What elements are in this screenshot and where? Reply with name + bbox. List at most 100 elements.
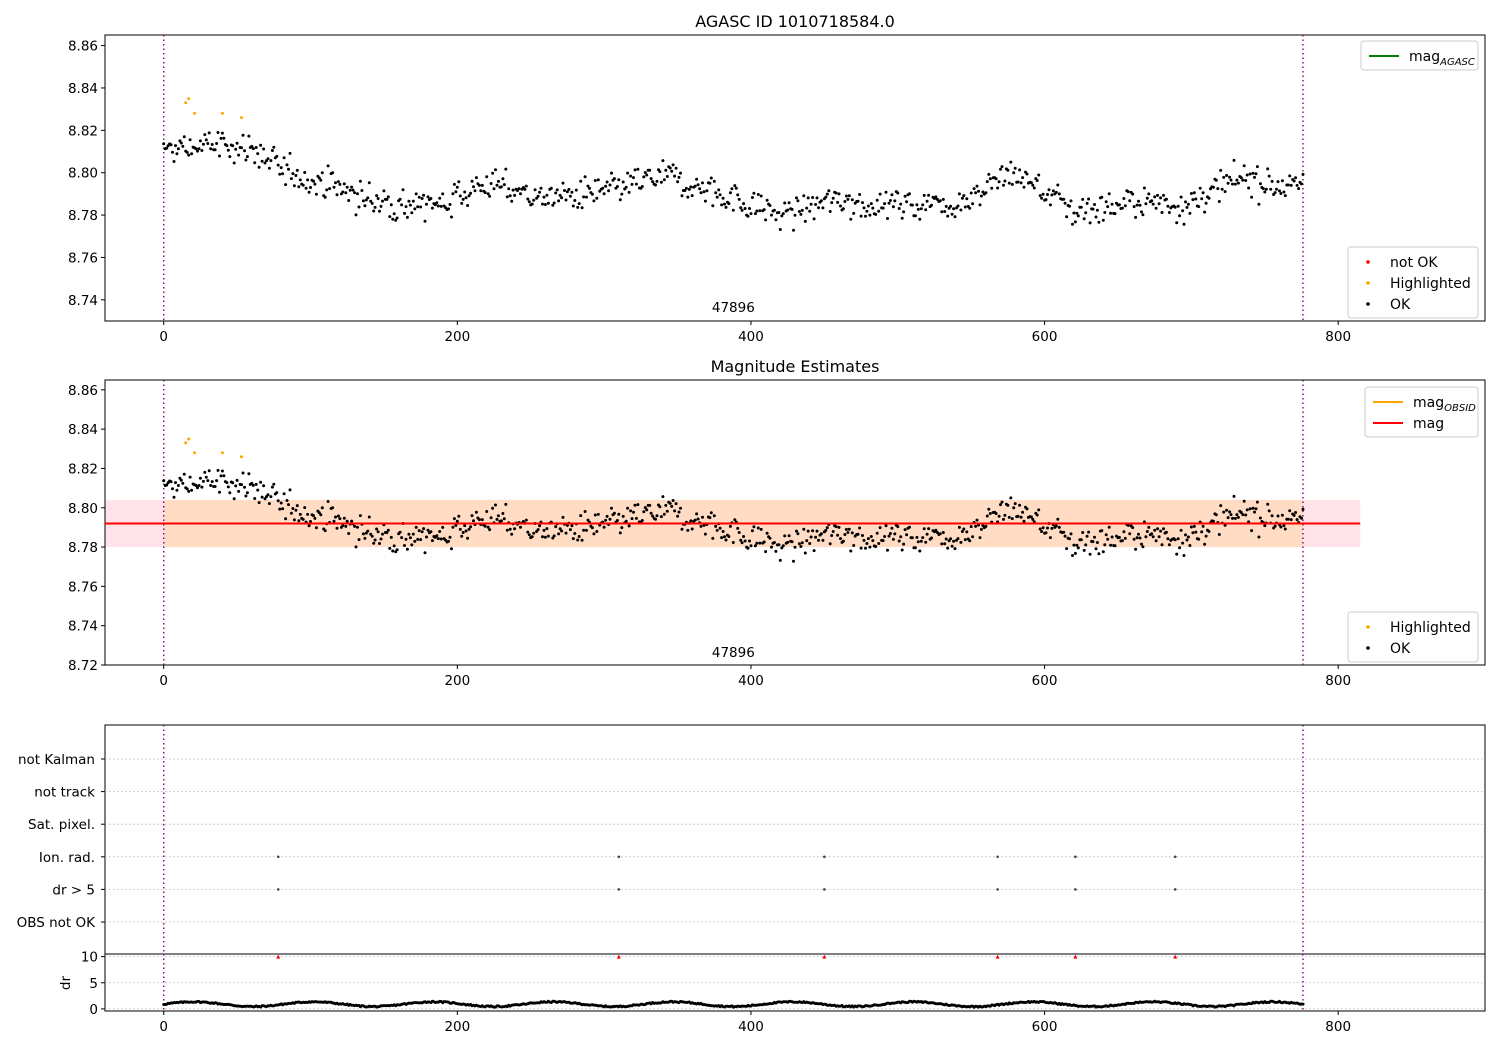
panel1-ok-point [1191,198,1195,202]
panel2-ok-point [859,546,863,550]
panel1-ok-point [341,190,345,194]
panel2-x-tick-label: 600 [1032,673,1058,689]
panel2-ok-point [1016,514,1020,518]
panel2-ok-point [662,512,666,516]
panel3-flag-point [1173,888,1177,891]
panel1-ok-point [162,142,166,146]
panel2-ok-point [927,527,931,531]
panel1-ok-point [977,189,980,193]
panel1-ok-point [696,183,700,187]
panel2-ok-point [1222,510,1226,514]
panel2-ok-point [1201,524,1205,528]
panel2-ok-point [1107,525,1111,529]
panel1-agasc-plot: 0 200 400 600 800 8.74 8.76 8.78 8.80 8.82 8.84 8.8… [68,34,1486,345]
panel2-ok-point [908,525,911,529]
panel1-ok-point [1081,197,1085,201]
panel1-ok-point [320,171,324,175]
panel1-ok-point [1167,211,1171,214]
panel1-ok-point [972,187,976,191]
panel1-ok-point [197,147,201,151]
panel2-ok-point [219,474,223,478]
panel2-ok-point [670,504,674,508]
panel2-ok-point [216,468,220,472]
panel1-ok-point [241,133,245,137]
panel1-ok-point [979,194,983,198]
panel1-bottom-legend-dot-marker [1366,281,1370,285]
panel1-ok-point [655,179,659,183]
panel2-ok-point [1037,508,1041,512]
panel1-ok-point [495,183,499,187]
panel1-ok-point [736,193,740,197]
panel1-ok-point [1159,196,1163,200]
panel1-ok-point [1219,168,1223,172]
panel2-ok-point [728,524,732,528]
panel2-ok-point [496,514,500,518]
panel2-ok-point [510,532,514,536]
panel2-ok-point [285,499,289,502]
panel2-ok-point [869,535,873,538]
panel1-ok-point [1201,191,1205,195]
panel2-ok-point [759,527,763,531]
panel2-ok-point [187,489,191,493]
panel1-ok-point [620,192,624,196]
panel2-ok-point [174,481,177,485]
panel1-ok-point [510,199,514,203]
panel1-ok-point [705,189,709,193]
panel2-ok-point [467,527,471,531]
panel2-y-tick-label: 8.78 [68,540,98,556]
panel2-ok-point [1140,542,1143,546]
panel2-ok-point [979,527,983,531]
panel2-ok-point [643,506,647,510]
panel2-highlighted-point [240,455,243,459]
panel2-ok-point [1231,516,1234,520]
panel2-ok-point [466,536,470,540]
panel1-ok-point [774,218,778,222]
panel1-ok-point [1164,197,1168,201]
panel2-ok-point [743,539,747,543]
panel2-ok-point [636,503,640,507]
panel1-ok-point [400,203,404,207]
panel1-ok-point [489,182,493,185]
panel1-ok-point [680,194,684,198]
panel1-ok-point [282,156,286,160]
panel1-ok-point [1207,196,1211,200]
panel2-ok-point [659,515,663,519]
panel1-ok-point [903,194,907,198]
panel2-ok-point [893,532,897,536]
panel1-ok-point [985,180,989,184]
panel1-ok-point [357,205,361,209]
panel2-ok-point [756,526,760,530]
panel2-ok-point [1079,538,1083,542]
panel1-ok-point [734,186,738,190]
panel2-ok-point [703,532,707,536]
panel2-ok-point [477,518,481,522]
panel1-ok-point [1131,192,1135,196]
panel1-ok-point [473,189,477,193]
panel1-ok-point [956,204,960,208]
panel1-ok-point [1051,189,1055,193]
panel2-ok-point [632,510,635,514]
panel1-ok-point [887,201,891,205]
panel1-ok-point [210,143,214,146]
panel1-ok-point [916,207,920,211]
panel1-top-legend-label: magAGASC [1409,49,1475,68]
panel1-ok-point [1153,195,1157,199]
panel1-ok-point [715,195,719,199]
panel4-y-tick-label: 10 [81,950,98,966]
panel2-ok-point [693,518,697,522]
panel3-flag-point [617,888,621,891]
panel1-ok-point [405,215,409,219]
panel2-ok-point [436,537,440,541]
panel2-ok-point [558,527,562,531]
panel1-ok-point [407,199,411,203]
panel1-ok-point [770,213,773,217]
panel2-top-legend-box [1364,386,1479,438]
panel1-bottom-legend-label: Highlighted [1390,276,1471,292]
panel2-ok-point [314,526,318,530]
panel2-ok-point [542,528,546,532]
panel2-ok-point [1191,531,1195,535]
panel2-ok-point [411,532,415,536]
panel2-ok-point [1126,523,1130,527]
panel1-ok-point [959,208,963,212]
panel1-ok-point [1254,172,1258,176]
